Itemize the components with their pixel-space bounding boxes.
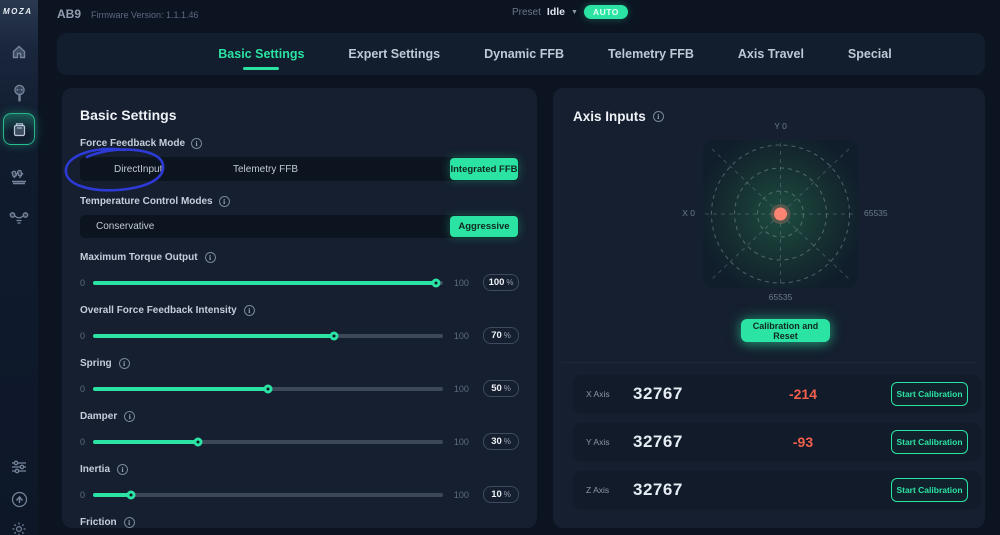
info-icon[interactable]: i bbox=[124, 411, 136, 422]
radar-label-y: Y 0 bbox=[774, 121, 787, 131]
calibration-and-reset-button[interactable]: Calibration and Reset bbox=[741, 319, 830, 342]
tab-expert-settings[interactable]: Expert Settings bbox=[348, 47, 441, 61]
option-telemetry-ffb[interactable]: Telemetry FFB bbox=[232, 163, 298, 175]
slider-damper: Damper i 0 100 30% bbox=[80, 411, 519, 450]
tab-basic-settings[interactable]: Basic Settings bbox=[218, 47, 305, 61]
axis-inputs-panel: Axis Inputs i Y 0 X 0 65535 65535 Calibr… bbox=[553, 88, 985, 528]
tab-telemetry-ffb[interactable]: Telemetry FFB bbox=[608, 47, 694, 61]
axis-offset: -93 bbox=[792, 434, 814, 450]
steering-wheel-icon[interactable] bbox=[0, 84, 38, 103]
axis-position-radar bbox=[703, 140, 858, 288]
temp-mode-label: Temperature Control Modes i bbox=[80, 196, 519, 207]
start-calibration-button[interactable]: Start Calibration bbox=[891, 478, 968, 502]
info-icon[interactable]: i bbox=[118, 358, 130, 369]
slider-knob[interactable] bbox=[126, 490, 136, 499]
option-integrated-ffb-selected[interactable]: Integrated FFB bbox=[450, 158, 518, 180]
slider-knob[interactable] bbox=[431, 278, 441, 287]
device-name: AB9 bbox=[57, 7, 82, 21]
radar-label-ymax: 65535 bbox=[768, 292, 793, 302]
radar-label-xmax: 65535 bbox=[864, 208, 888, 218]
slider-knob[interactable] bbox=[329, 331, 339, 340]
home-icon[interactable] bbox=[0, 44, 38, 60]
slider-value-input[interactable]: 70% bbox=[483, 327, 519, 344]
preset-dropdown[interactable]: Idle bbox=[546, 6, 565, 18]
slider-track[interactable] bbox=[92, 437, 443, 446]
option-conservative[interactable]: Conservative bbox=[96, 221, 155, 232]
option-aggressive-selected[interactable]: Aggressive bbox=[450, 216, 518, 237]
tab-dynamic-ffb[interactable]: Dynamic FFB bbox=[484, 47, 564, 61]
slider-knob[interactable] bbox=[263, 384, 273, 393]
temp-mode-segmented-control: Conservative Aggressive bbox=[80, 215, 519, 238]
basic-settings-panel: Basic Settings Force Feedback Mode i Dir… bbox=[62, 88, 537, 528]
axis-position-dot bbox=[774, 207, 787, 221]
start-calibration-button[interactable]: Start Calibration bbox=[891, 430, 968, 454]
slider-value-input[interactable]: 30% bbox=[483, 433, 519, 450]
start-calibration-button[interactable]: Start Calibration bbox=[891, 382, 968, 406]
info-icon[interactable]: i bbox=[191, 138, 203, 149]
pedals-icon[interactable] bbox=[0, 168, 38, 185]
preset-group: Preset Idle ▼ AUTO bbox=[512, 5, 628, 19]
settings-gear-icon[interactable] bbox=[0, 521, 38, 535]
slider-overall-ffb-intensity: Overall Force Feedback Intensity i 0 100… bbox=[80, 305, 519, 344]
tab-axis-travel[interactable]: Axis Travel bbox=[737, 47, 804, 61]
slider-track[interactable] bbox=[92, 278, 443, 287]
panel-title: Basic Settings bbox=[80, 107, 177, 123]
axis-offset: -214 bbox=[788, 386, 818, 402]
moza-logo: MOZA bbox=[3, 7, 33, 16]
auto-badge: AUTO bbox=[583, 5, 628, 19]
slider-value-input[interactable]: 50% bbox=[483, 380, 519, 397]
slider-track[interactable] bbox=[92, 490, 443, 499]
tab-special[interactable]: Special bbox=[847, 47, 892, 61]
firmware-version: Firmware Version: 1.1.1.46 bbox=[91, 10, 199, 20]
chevron-down-icon[interactable]: ▼ bbox=[571, 8, 578, 16]
axis-row-y: Y Axis 32767 -93 Start Calibration bbox=[573, 423, 981, 461]
info-icon[interactable]: i bbox=[243, 305, 255, 316]
tune-icon[interactable] bbox=[0, 460, 38, 474]
slider-value-input[interactable]: 10% bbox=[483, 486, 519, 503]
info-icon[interactable]: i bbox=[123, 517, 135, 528]
slider-value-input[interactable]: 100% bbox=[483, 274, 519, 291]
slider-friction: Friction i 0 100 10% bbox=[80, 517, 519, 528]
panel-title: Axis Inputs i bbox=[573, 109, 664, 124]
info-icon[interactable]: i bbox=[204, 252, 216, 263]
handbrake-icon[interactable] bbox=[0, 211, 38, 225]
info-icon[interactable]: i bbox=[218, 196, 230, 207]
update-icon[interactable] bbox=[0, 491, 38, 508]
ffb-mode-segmented-control: DirectInput Telemetry FFB Integrated FFB bbox=[80, 157, 519, 181]
wheelbase-icon-active[interactable] bbox=[3, 113, 35, 145]
slider-track[interactable] bbox=[92, 384, 443, 393]
ffb-mode-label: Force Feedback Mode i bbox=[80, 138, 519, 149]
info-icon[interactable]: i bbox=[117, 464, 129, 475]
info-icon[interactable]: i bbox=[652, 111, 664, 122]
preset-label: Preset bbox=[512, 6, 541, 18]
divider bbox=[561, 362, 977, 363]
tab-bar: Basic Settings Expert Settings Dynamic F… bbox=[57, 33, 985, 75]
axis-row-x: X Axis 32767 -214 Start Calibration bbox=[573, 375, 981, 413]
slider-inertia: Inertia i 0 100 10% bbox=[80, 464, 519, 503]
slider-maximum-torque-output: Maximum Torque Output i 0 100 100% bbox=[80, 252, 519, 291]
slider-spring: Spring i 0 100 50% bbox=[80, 358, 519, 397]
sidebar: MOZA bbox=[0, 0, 38, 535]
axis-row-z: Z Axis 32767 Start Calibration bbox=[573, 471, 981, 509]
slider-track[interactable] bbox=[92, 331, 443, 340]
radar-label-x: X 0 bbox=[682, 208, 695, 218]
slider-knob[interactable] bbox=[193, 437, 203, 446]
